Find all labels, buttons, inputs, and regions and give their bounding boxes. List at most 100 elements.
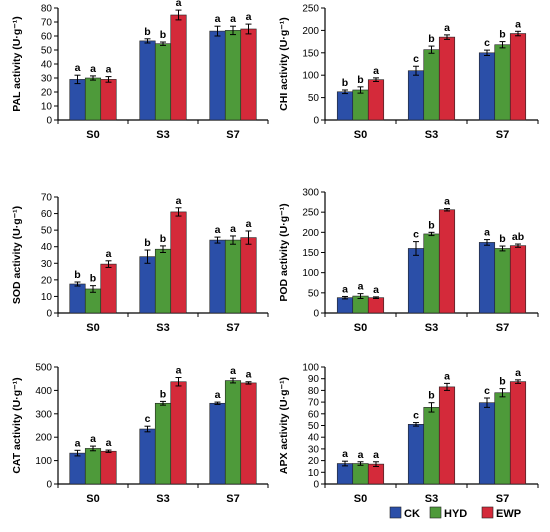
y-tick-label: 10: [41, 292, 53, 303]
x-tick-label: S3: [156, 129, 169, 141]
y-tick-label: 400: [35, 386, 52, 397]
significance-letter: c: [484, 37, 490, 49]
significance-letter: a: [230, 223, 236, 235]
bar-ewp: [170, 211, 187, 314]
significance-letter: ab: [512, 231, 524, 243]
y-tick-label: 80: [41, 4, 53, 15]
significance-letter: a: [75, 437, 81, 449]
y-tick-label: 60: [41, 209, 53, 220]
significance-letter: a: [444, 196, 450, 208]
chart-panel-1: 0 10 20 30 40 50 60 70 80 PAL activity (U·g⁻¹) S0 a…: [11, 0, 269, 141]
y-tick-label: 0: [46, 309, 52, 320]
y-tick-label: 70: [41, 18, 53, 29]
significance-letter: a: [373, 65, 379, 77]
x-tick-label: S0: [354, 129, 367, 141]
significance-letter: b: [428, 33, 434, 45]
bar-hyd: [423, 49, 440, 121]
bar-ewp: [240, 28, 257, 121]
significance-letter: c: [413, 53, 419, 65]
bar-hyd: [224, 380, 242, 485]
legend-label-ewp: EWP: [496, 508, 521, 520]
significance-letter: a: [90, 63, 96, 75]
y-axis-label: CHI activity (U·g⁻¹): [278, 17, 290, 111]
significance-letter: a: [230, 365, 236, 377]
bar-ck: [478, 242, 496, 314]
significance-letter: b: [499, 376, 505, 388]
y-tick-label: 20: [308, 456, 320, 467]
bar-ck: [209, 402, 226, 485]
y-tick-label: 200: [302, 228, 319, 239]
y-tick-label: 30: [308, 444, 320, 455]
y-tick-label: 300: [302, 188, 319, 199]
bar-hyd: [224, 30, 242, 121]
significance-letter: a: [444, 22, 450, 34]
chart-panel-4: 0 50 100 150 200 250 300 POD activity (U·g⁻¹) S0…: [278, 188, 539, 334]
bar-ewp: [509, 381, 527, 485]
bar-ck: [139, 256, 156, 314]
y-axis-label: APX activity (U·g⁻¹): [278, 377, 290, 474]
bar-ewp: [100, 79, 117, 121]
significance-letter: a: [176, 195, 182, 207]
y-tick-label: 40: [41, 242, 53, 253]
legend-swatch-hyd: [429, 506, 442, 519]
significance-letter: b: [499, 29, 505, 41]
x-tick-label: S3: [425, 129, 438, 141]
significance-letter: a: [246, 11, 252, 23]
significance-letter: c: [413, 410, 419, 422]
significance-letter: a: [515, 367, 521, 379]
y-tick-label: 50: [41, 46, 53, 57]
bar-ewp: [438, 386, 456, 485]
bar-ck: [336, 297, 354, 314]
significance-letter: b: [428, 219, 434, 231]
bar-hyd: [423, 407, 440, 485]
bar-ewp: [509, 33, 527, 121]
y-tick-label: 70: [41, 193, 53, 204]
significance-letter: b: [160, 233, 166, 245]
y-tick-label: 10: [308, 468, 320, 479]
significance-letter: a: [106, 64, 112, 76]
x-tick-label: S0: [86, 129, 99, 141]
x-tick-label: S7: [496, 129, 509, 141]
y-axis-label: POD activity (U·g⁻¹): [278, 203, 290, 301]
y-tick-label: 0: [313, 480, 319, 491]
significance-letter: a: [106, 437, 112, 449]
y-tick-label: 100: [35, 456, 52, 467]
y-axis-label: PAL activity (U·g⁻¹): [11, 16, 23, 112]
x-tick-label: S7: [226, 493, 239, 505]
y-tick-label: 100: [302, 71, 319, 82]
y-tick-label: 60: [41, 32, 53, 43]
bar-ewp: [509, 245, 527, 314]
y-tick-label: 60: [308, 409, 320, 420]
y-tick-label: 250: [302, 4, 319, 15]
legend-swatch-ck: [389, 506, 402, 519]
x-tick-label: S7: [496, 322, 509, 334]
bar-ewp: [438, 36, 456, 121]
significance-letter: b: [144, 237, 150, 249]
significance-letter: a: [358, 449, 364, 461]
y-tick-label: 100: [302, 268, 319, 279]
legend: CK HYD EWP: [389, 506, 521, 520]
bar-hyd: [423, 233, 440, 314]
y-tick-label: 10: [41, 102, 53, 113]
y-axis-label: SOD activity (U·g⁻¹): [11, 206, 23, 304]
bar-hyd: [154, 402, 172, 485]
legend-swatch-ewp: [481, 506, 494, 519]
x-tick-label: S7: [226, 129, 239, 141]
bar-ck: [478, 52, 496, 121]
y-tick-label: 70: [308, 398, 320, 409]
y-tick-label: 0: [313, 116, 319, 127]
y-tick-label: 30: [41, 259, 53, 270]
significance-letter: b: [357, 74, 363, 86]
bar-ck: [139, 40, 156, 121]
y-tick-label: 20: [41, 275, 53, 286]
significance-letter: b: [90, 273, 96, 285]
significance-letter: a: [342, 448, 348, 460]
bar-hyd: [224, 239, 242, 314]
x-tick-label: S0: [86, 322, 99, 334]
significance-letter: a: [230, 13, 236, 25]
significance-letter: a: [373, 449, 379, 461]
x-tick-label: S0: [354, 493, 367, 505]
